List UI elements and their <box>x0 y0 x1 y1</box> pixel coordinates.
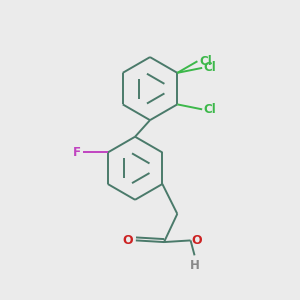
Text: F: F <box>73 146 81 159</box>
Text: O: O <box>122 234 133 247</box>
Text: Cl: Cl <box>203 103 216 116</box>
Text: H: H <box>190 259 200 272</box>
Text: Cl: Cl <box>199 55 212 68</box>
Text: Cl: Cl <box>203 61 216 74</box>
Text: O: O <box>192 234 202 247</box>
